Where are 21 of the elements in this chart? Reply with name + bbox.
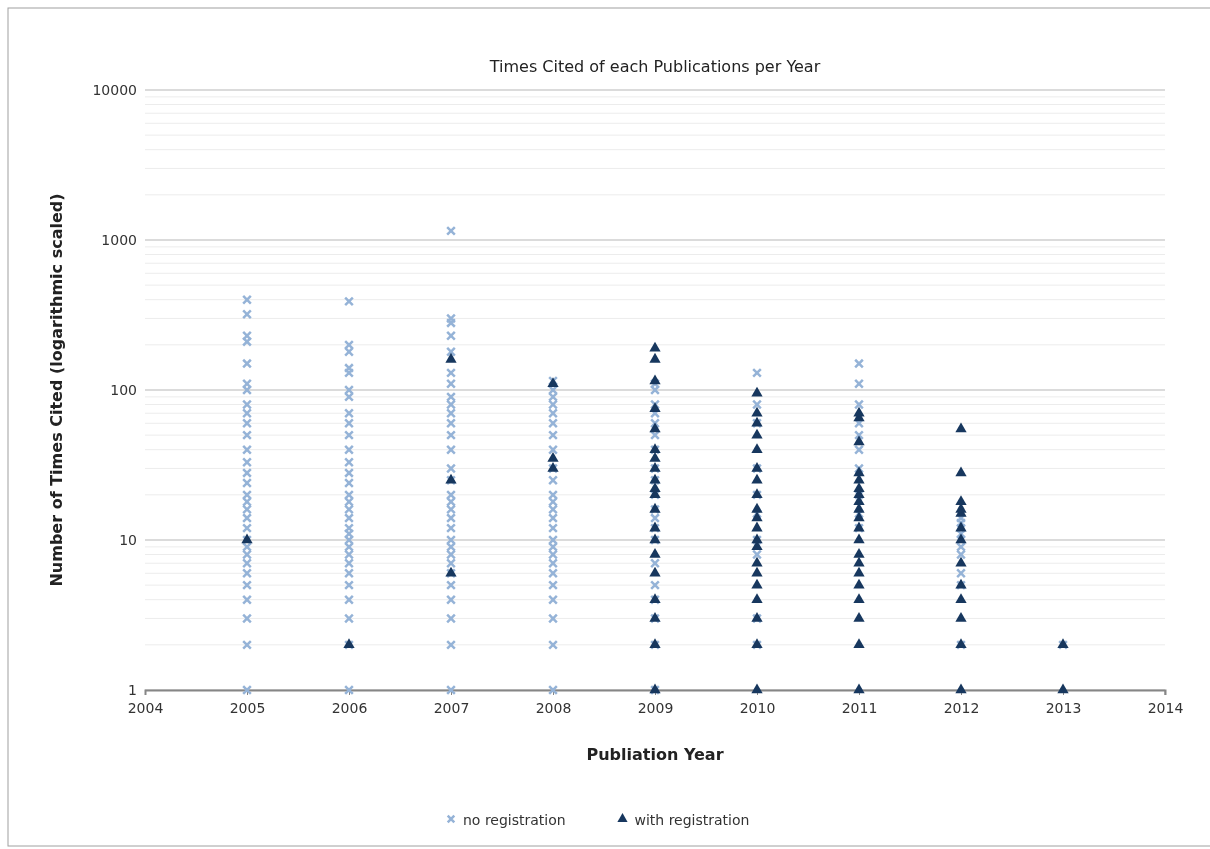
- legend-label: with registration: [634, 812, 750, 828]
- x-tick-label: 2014: [1147, 700, 1184, 717]
- x-tick-label: 2012: [943, 700, 980, 717]
- x-tick-label: 2006: [331, 700, 368, 717]
- y-tick-label: 1: [128, 681, 137, 698]
- x-axis-title: Publiation Year: [586, 745, 724, 764]
- x-tick-label: 2007: [433, 700, 470, 717]
- x-tick-label: 2008: [535, 700, 572, 717]
- legend-label: no registration: [463, 812, 566, 828]
- y-tick-label: 100: [110, 381, 137, 398]
- x-tick-label: 2004: [127, 700, 164, 717]
- x-tick-label: 2013: [1045, 700, 1082, 717]
- y-tick-label: 1000: [101, 231, 137, 248]
- x-tick-label: 2005: [229, 700, 266, 717]
- x-tick-label: 2009: [637, 700, 674, 717]
- y-axis-title: Number of Times Cited (logarithmic scaled): [47, 193, 66, 587]
- x-tick-label: 2010: [739, 700, 776, 717]
- y-tick-label: 10000: [92, 81, 137, 98]
- chart-title: Times Cited of each Publications per Year: [488, 57, 821, 76]
- x-tick-label: 2011: [841, 700, 878, 717]
- y-tick-label: 10: [119, 531, 137, 548]
